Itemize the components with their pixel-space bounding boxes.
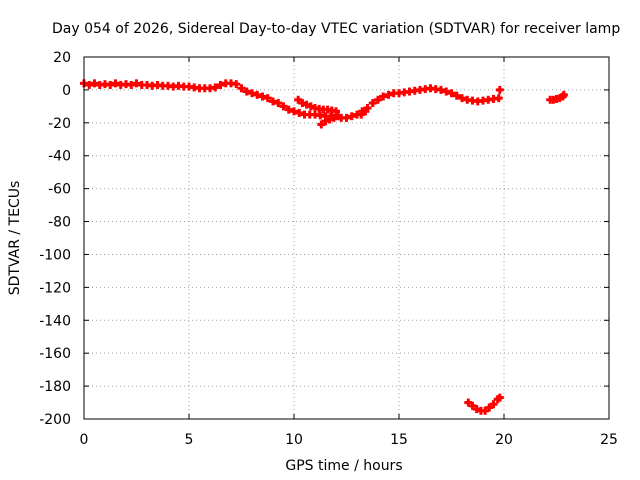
data-point [253,90,262,99]
data-point [468,401,477,410]
plot-frame [83,56,610,420]
data-point [442,87,451,96]
data-point [211,83,220,92]
data-point [452,91,461,100]
y-tick-label: -120 [39,280,71,296]
x-tick-label: 20 [495,432,513,448]
data-point [237,84,246,93]
data-point [274,99,283,108]
grid-lines [84,57,609,419]
data-point [379,92,388,101]
data-point [85,80,94,89]
data-point [494,94,503,103]
x-tick-label: 25 [600,432,618,448]
data-point [485,403,494,412]
data-point [489,400,498,409]
x-tick-label: 5 [185,432,194,448]
x-tick-label: 0 [80,432,89,448]
data-point [329,113,338,122]
data-point [284,105,293,114]
data-point [306,102,315,111]
data-point [111,79,120,88]
data-point [347,112,356,121]
data-point [298,99,307,108]
data-point [437,85,445,94]
axis-ticks: 0 5 10 15 20 25 20 0 -20 -40 -60 -80 -100 -120 -140 -16… [39,50,618,448]
x-axis-label: GPS time / hours [285,458,402,474]
data-point [464,398,473,407]
data-point [368,99,377,108]
data-point [361,107,370,116]
data-point [302,100,311,109]
data-point [472,405,481,414]
data-points [80,79,568,415]
x-tick-label: 15 [390,432,408,448]
data-point [325,115,334,124]
data-point [127,80,136,89]
data-point [342,113,351,122]
y-tick-label: 20 [53,50,71,66]
data-point [321,117,330,126]
data-point [232,80,241,89]
data-point [384,90,393,99]
y-tick-label: -100 [39,247,71,263]
data-point [332,107,340,116]
data-point [242,87,251,96]
data-point [559,90,568,99]
data-point [374,95,382,104]
data-point [106,80,115,89]
data-point [90,79,99,88]
data-point [294,95,303,104]
data-point [258,92,267,101]
data-point [279,102,288,111]
data-point [458,94,466,103]
data-point [248,89,256,98]
data-point [495,85,504,94]
data-point [290,107,298,116]
y-tick-label: -200 [39,412,71,428]
y-tick-label: -60 [48,182,71,198]
data-point [495,393,504,402]
data-point [263,94,272,103]
chart-title: Day 054 of 2026, Sidereal Day-to-day VTE… [52,21,620,37]
data-point [216,80,225,89]
data-point [357,110,366,119]
y-tick-label: -80 [48,215,71,231]
data-point [481,406,490,415]
x-tick-label: 10 [285,432,303,448]
y-tick-label: -20 [48,116,71,132]
y-tick-label: -160 [39,346,71,362]
data-point [317,120,326,129]
y-tick-label: -140 [39,313,71,329]
y-tick-label: 0 [62,83,71,99]
y-tick-label: -180 [39,379,71,395]
data-point [132,79,141,88]
data-point [334,112,343,121]
y-tick-label: -40 [48,149,71,165]
data-point [447,89,456,98]
data-point [269,97,277,106]
data-point [295,108,304,117]
y-axis-label: SDTVAR / TECUs [7,181,23,296]
